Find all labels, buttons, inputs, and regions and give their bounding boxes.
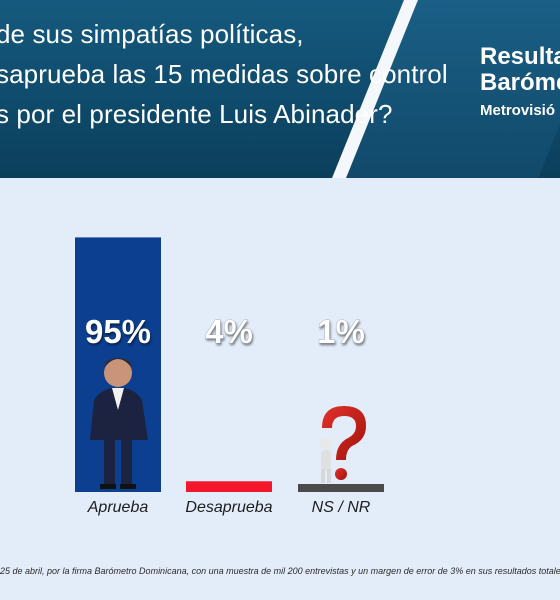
brand-title-line2: Baróme xyxy=(480,69,560,96)
chart-canvas: 95% 4% 1% Aprueba Desaprueba NS / NR xyxy=(75,237,384,516)
brand-block: Resulta Baróme Metrovisió xyxy=(480,43,560,120)
brand-title-line1: Resulta xyxy=(480,43,560,70)
value-label: 4% xyxy=(205,313,253,350)
question-line-3: s por el presidente Luis Abinader? xyxy=(0,99,393,129)
question-line-1: de sus simpatías políticas, xyxy=(0,19,304,49)
category-label: Aprueba xyxy=(87,499,149,516)
value-label: 1% xyxy=(317,313,365,350)
brand-subtitle: Metrovisió xyxy=(480,102,556,119)
value-label: 95% xyxy=(85,313,151,350)
question-line-2: saprueba las 15 medidas sobre control xyxy=(0,59,448,89)
header-banner: de sus simpatías políticas, saprueba las… xyxy=(0,0,560,178)
bar-ns-nr xyxy=(298,484,384,492)
category-label: Desaprueba xyxy=(185,499,272,516)
value-labels-layer: 95% 4% 1% xyxy=(85,313,365,351)
category-label: NS / NR xyxy=(312,499,371,516)
president-photo xyxy=(90,358,148,489)
question-mark-icon xyxy=(320,406,366,483)
bar-desaprueba xyxy=(186,481,272,492)
category-labels-layer: Aprueba Desaprueba NS / NR xyxy=(87,499,371,516)
bar-chart: 95% 4% 1% Aprueba Desaprueba NS / NR xyxy=(0,178,560,548)
footnote: 25 de abril, por la firma Barómetro Domi… xyxy=(0,566,560,576)
survey-question: de sus simpatías políticas, saprueba las… xyxy=(0,14,448,134)
